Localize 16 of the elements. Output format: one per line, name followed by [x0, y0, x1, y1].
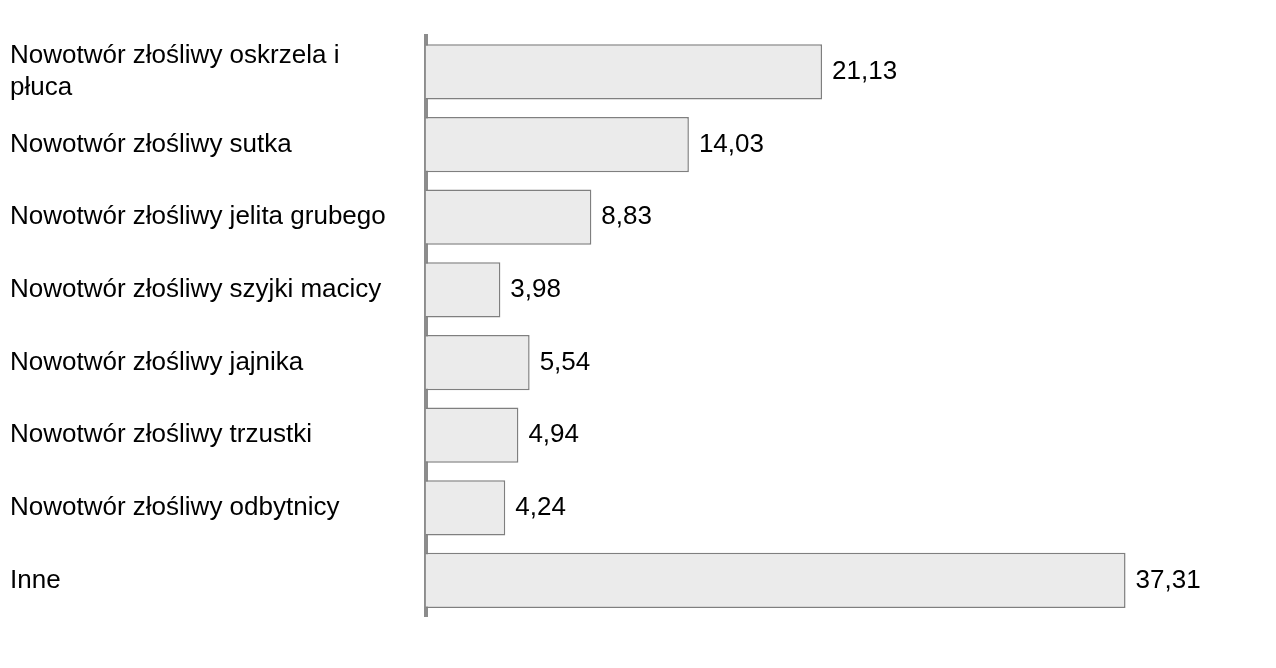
- y-tick-label: Nowotwór złośliwy jajnika: [10, 345, 304, 376]
- y-tick-label: Nowotwór złośliwy trzustki: [10, 418, 312, 449]
- y-tick-label: Nowotwór złośliwy jelita grubego: [10, 200, 386, 231]
- y-tick-label: Nowotwór złośliwy sutka: [10, 127, 293, 158]
- y-tick-label: Nowotwór złośliwy szyjki macicy: [10, 273, 382, 304]
- y-tick-label: Inne: [10, 563, 61, 594]
- data-label: 4,94: [528, 418, 579, 449]
- data-label: 8,83: [601, 200, 652, 231]
- data-label: 4,24: [515, 491, 566, 521]
- data-label: 37,31: [1135, 563, 1201, 594]
- data-label: 21,13: [832, 55, 898, 86]
- data-label: 14,03: [698, 127, 764, 158]
- data-label: 3,98: [510, 273, 561, 304]
- y-tick-label: Nowotwór złośliwy oskrzela i płuca: [10, 39, 340, 101]
- data-label: 5,54: [539, 345, 591, 376]
- y-tick-label: Nowotwór złośliwy odbytnicy: [10, 491, 340, 521]
